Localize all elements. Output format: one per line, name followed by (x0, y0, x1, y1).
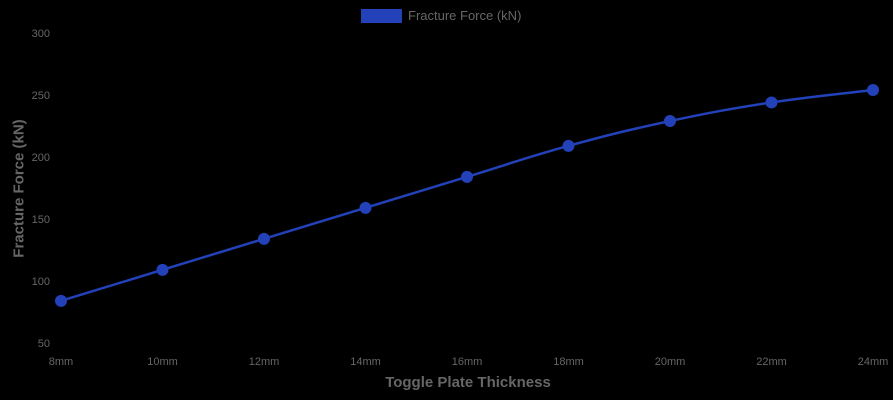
data-point[interactable] (867, 84, 879, 97)
x-tick-label: 10mm (147, 356, 178, 368)
y-tick-label: 250 (32, 90, 50, 102)
x-tick-label: 18mm (553, 356, 584, 368)
y-tick-label: 300 (32, 28, 50, 40)
y-tick-label: 150 (32, 214, 50, 226)
y-axis-label: Fracture Force (kN) (10, 119, 28, 258)
x-tick-label: 14mm (350, 356, 381, 368)
legend-label: Fracture Force (kN) (408, 8, 522, 23)
y-tick-label: 100 (32, 276, 50, 288)
x-tick-label: 8mm (49, 356, 73, 368)
legend-swatch (361, 8, 402, 23)
data-point[interactable] (359, 201, 372, 214)
y-tick-label: 200 (32, 152, 50, 164)
data-line (60, 88, 874, 303)
data-point[interactable] (562, 139, 575, 152)
data-point[interactable] (258, 232, 270, 245)
x-tick-label: 22mm (756, 356, 787, 368)
data-point[interactable] (461, 170, 473, 183)
data-point[interactable] (664, 115, 676, 128)
x-axis-label: Toggle Plate Thickness (385, 374, 551, 391)
legend[interactable]: Fracture Force (kN) (361, 8, 521, 23)
data-point[interactable] (765, 96, 778, 109)
x-tick-label: 20mm (655, 356, 686, 368)
x-tick-label: 12mm (249, 356, 280, 368)
x-tick-label: 16mm (452, 356, 483, 368)
x-tick-label: 24mm (858, 356, 889, 368)
y-tick-label: 50 (38, 338, 50, 350)
data-point[interactable] (156, 263, 169, 276)
data-point[interactable] (55, 294, 67, 307)
